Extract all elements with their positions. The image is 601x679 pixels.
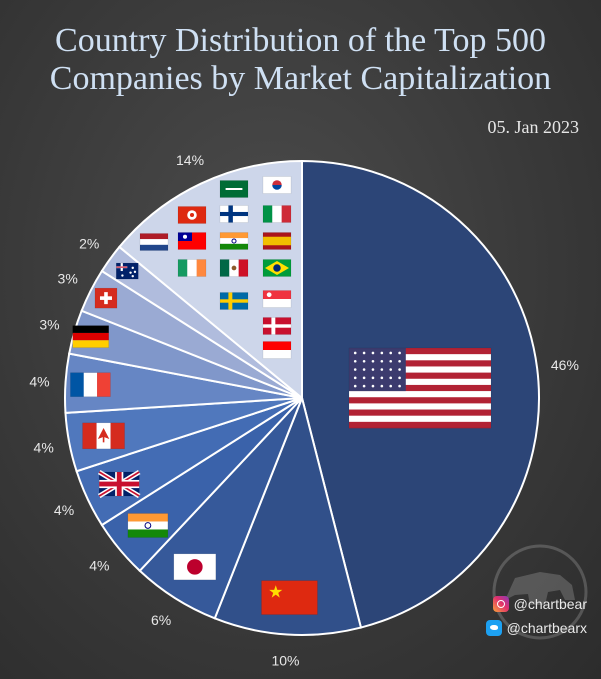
percent-label-united-kingdom: 4%	[54, 502, 74, 518]
bear-logo-watermark	[492, 544, 588, 640]
percent-label-china: 10%	[271, 652, 299, 668]
instagram-icon	[492, 596, 509, 612]
ie-flag-icon	[177, 259, 207, 277]
kr-flag-icon	[262, 176, 292, 194]
percent-label-switzerland: 3%	[58, 271, 78, 287]
gb-flag-icon	[97, 469, 141, 499]
fi-flag-icon	[219, 205, 249, 223]
twitter-handle[interactable]: @chartbearx	[485, 620, 587, 636]
pie-slice-china	[213, 394, 363, 636]
us-flag-icon	[348, 347, 492, 429]
id-flag-icon	[262, 341, 292, 359]
percent-label-germany: 3%	[39, 317, 59, 333]
in-flag-icon	[219, 232, 249, 250]
twitter-handle-text: @chartbearx	[506, 620, 587, 636]
sg-flag-icon	[262, 290, 292, 308]
percent-label-canada: 4%	[34, 439, 54, 455]
dk-flag-icon	[262, 317, 292, 335]
instagram-handle[interactable]: @chartbear	[492, 596, 587, 612]
fr-flag-icon	[70, 372, 111, 397]
percent-label-india: 4%	[89, 558, 109, 574]
se-flag-icon	[219, 292, 249, 310]
de-flag-icon	[72, 325, 109, 348]
jp-flag-icon	[173, 553, 217, 581]
mx-flag-icon	[219, 259, 249, 277]
ca-flag-icon	[82, 422, 125, 450]
percent-label-france: 4%	[29, 373, 49, 389]
chart-title-line-2: Companies by Market Capitalization	[49, 60, 552, 97]
nl-flag-icon	[139, 233, 169, 251]
instagram-handle-text: @chartbear	[513, 596, 587, 612]
in-flag-icon	[127, 513, 169, 538]
it-flag-icon	[262, 205, 292, 223]
ch-flag-icon	[94, 287, 118, 309]
chart-title: Country Distribution of the Top 500 Comp…	[0, 22, 601, 98]
percent-label-japan: 6%	[151, 612, 171, 628]
hk-flag-icon	[177, 206, 207, 224]
chart-date: 05. Jan 2023	[487, 117, 580, 137]
percent-label-other: 14%	[176, 152, 204, 168]
es-flag-icon	[262, 232, 292, 250]
pie-slice-other	[117, 159, 303, 401]
chart-title-line-1: Country Distribution of the Top 500	[55, 22, 546, 59]
tw-flag-icon	[177, 232, 207, 250]
au-flag-icon	[116, 262, 139, 280]
sa-flag-icon	[219, 180, 249, 198]
svg-text:★: ★	[268, 583, 283, 603]
percent-label-united-states: 46%	[551, 357, 579, 373]
pie-slices	[64, 159, 540, 636]
slice-flags: ★	[70, 176, 492, 615]
br-flag-icon	[262, 259, 292, 277]
pie-percent-labels: 46% 10% 6% 4% 4% 4% 4% 3% 3% 2% 14%	[29, 152, 579, 668]
twitter-icon	[485, 620, 502, 636]
percent-label-australia: 2%	[79, 235, 99, 251]
cn-flag-icon: ★	[261, 580, 318, 615]
